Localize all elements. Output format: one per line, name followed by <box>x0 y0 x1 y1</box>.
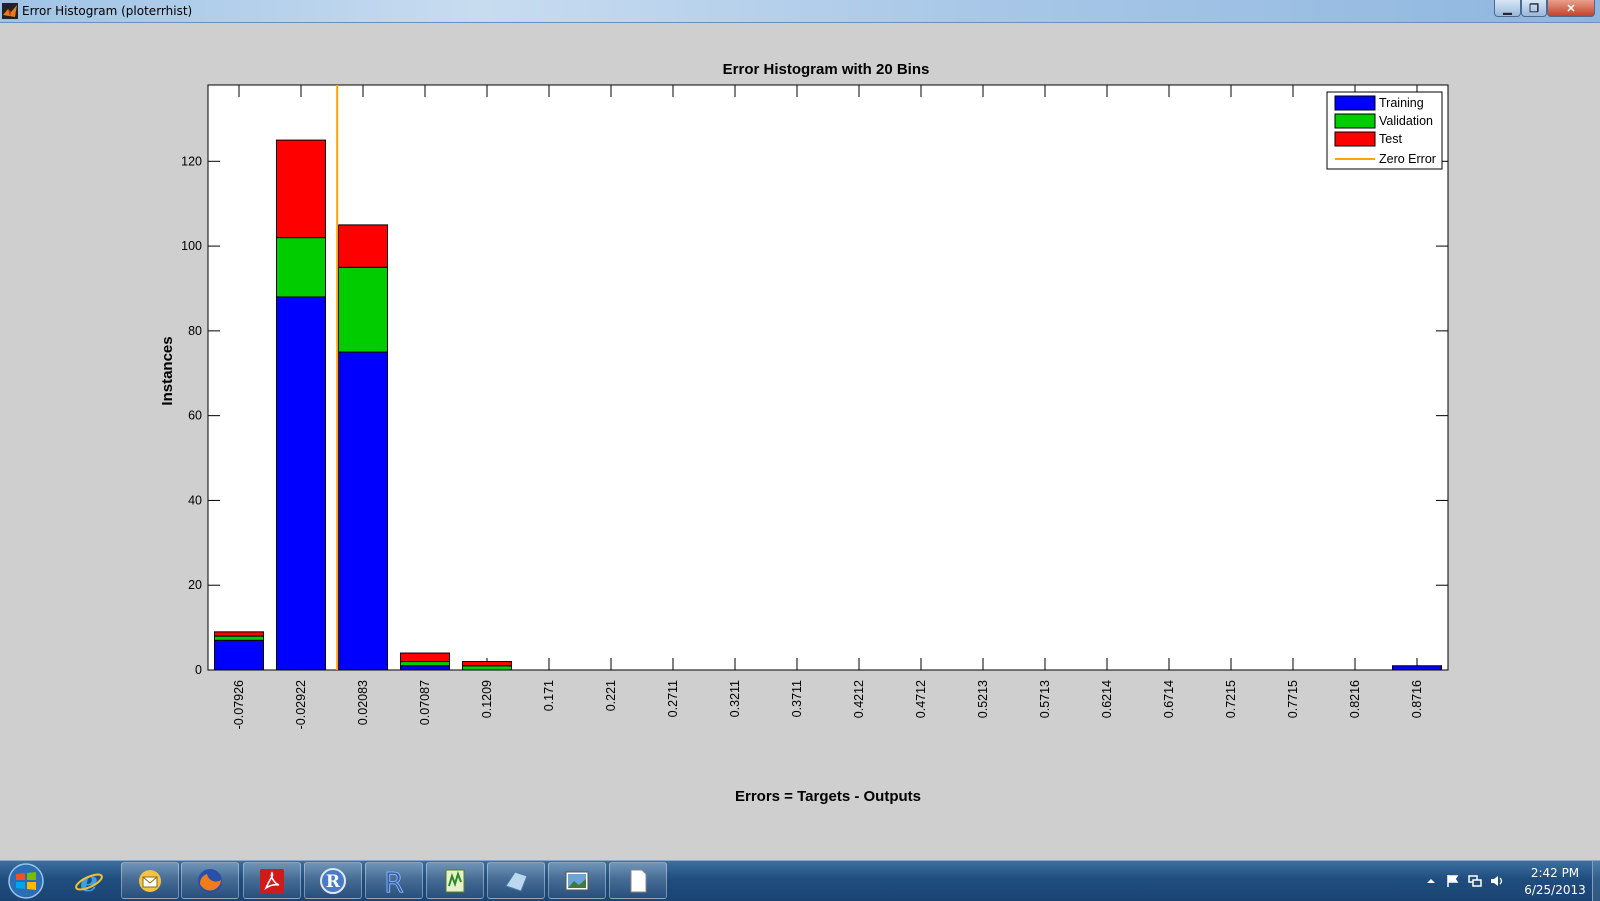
svg-text:e: e <box>80 866 98 896</box>
taskbar-photo-viewer[interactable] <box>548 862 606 899</box>
x-tick-label: 0.4712 <box>914 680 928 718</box>
bar-validation-2 <box>338 266 388 353</box>
x-axis-label: Errors = Targets - Outputs <box>735 788 921 805</box>
matlab-window-icon <box>505 870 528 892</box>
taskbar-notepad-plus[interactable] <box>426 862 484 899</box>
legend-label-validation: Validation <box>1379 114 1433 128</box>
legend-swatch-validation <box>1334 113 1376 129</box>
window-title: Error Histogram (ploterrhist) <box>22 4 193 18</box>
figure-window: Error Histogram with 20 Bins 0 20 40 60 80 10… <box>0 23 1600 860</box>
bar-training-3 <box>400 665 450 671</box>
taskbar-rstudio[interactable]: R <box>365 862 423 899</box>
system-tray <box>1408 861 1600 901</box>
x-tick-label: -0.02922 <box>294 680 308 729</box>
x-tick-label: -0.07926 <box>232 680 246 729</box>
bar-test-2 <box>338 224 388 268</box>
notepad-plus-icon <box>445 869 465 892</box>
show-hidden-icons-icon[interactable] <box>1424 874 1438 888</box>
legend: Training Validation Test Zero Error <box>1326 91 1443 170</box>
y-tick-label: 120 <box>181 154 202 168</box>
taskbar-firefox[interactable] <box>181 862 239 899</box>
taskbar-matlab[interactable] <box>487 862 545 899</box>
maximize-button[interactable]: ❐ <box>1521 0 1547 17</box>
internet-explorer-icon: e <box>75 866 103 896</box>
x-tick-label: 0.2711 <box>666 680 680 717</box>
taskbar-outlook[interactable] <box>121 862 179 899</box>
taskbar-r-gui[interactable]: R <box>304 862 362 899</box>
bar-training-1 <box>276 296 326 671</box>
bar-test-4 <box>462 661 512 667</box>
y-tick-label: 60 <box>188 409 202 423</box>
legend-label-training: Training <box>1379 96 1424 110</box>
rstudio-icon: R <box>384 866 404 896</box>
legend-label-test: Test <box>1379 132 1402 146</box>
error-histogram-chart: Error Histogram with 20 Bins 0 20 40 60 80 10… <box>159 61 1449 805</box>
x-tick-label: 0.6214 <box>1100 680 1114 718</box>
chart-title: Error Histogram with 20 Bins <box>723 61 930 78</box>
taskbar: e R R 2:42 PM 6/25/2013 <box>0 860 1600 901</box>
outlook-icon <box>139 869 161 892</box>
svg-text:R: R <box>326 872 341 892</box>
matlab-icon <box>2 3 18 19</box>
x-tick-label: 0.3211 <box>728 680 742 717</box>
legend-swatch-training <box>1334 95 1376 111</box>
bar-training-2 <box>338 351 388 671</box>
clock-time[interactable]: 2:42 PM <box>1530 866 1580 880</box>
x-tick-label: 0.7715 <box>1286 680 1300 718</box>
bars <box>214 139 1442 671</box>
minimize-button[interactable]: ▁ <box>1494 0 1521 17</box>
y-axis-label: Instances <box>159 336 176 405</box>
bar-test-0 <box>214 631 264 637</box>
axis-ticks <box>208 85 1448 671</box>
network-icon[interactable] <box>1468 874 1482 888</box>
y-tick-label: 100 <box>181 239 202 253</box>
bar-training-19 <box>1392 665 1442 671</box>
bar-training-0 <box>214 639 264 671</box>
x-tick-label: 0.5213 <box>976 680 990 718</box>
x-tick-label: 0.1209 <box>480 680 494 718</box>
x-tick-label: 0.02083 <box>356 680 370 725</box>
bar-validation-1 <box>276 237 326 298</box>
bar-validation-0 <box>214 635 264 641</box>
taskbar-adobe-reader[interactable] <box>243 862 301 899</box>
x-tick-label: 0.8716 <box>1410 680 1424 718</box>
svg-text:R: R <box>384 866 403 896</box>
x-tick-label: 0.7215 <box>1224 680 1238 718</box>
legend-swatch-test <box>1334 131 1376 147</box>
title-bar: Error Histogram (ploterrhist) ▁ ❐ ✕ <box>0 0 1600 23</box>
x-tick-labels: -0.07926 -0.02922 0.02083 0.07087 0.1209 0.17… <box>232 680 1424 729</box>
plot-area <box>207 84 1449 671</box>
firefox-icon <box>198 868 222 893</box>
y-tick-label: 40 <box>188 493 202 507</box>
legend-label-zero-error: Zero Error <box>1379 152 1436 166</box>
taskbar-blank-document[interactable] <box>609 862 667 899</box>
y-tick-label: 0 <box>195 663 202 677</box>
bar-test-1 <box>276 139 326 239</box>
y-tick-label: 20 <box>188 578 202 592</box>
close-button[interactable]: ✕ <box>1547 0 1595 17</box>
r-gui-icon: R <box>320 867 346 894</box>
x-tick-label: 0.6714 <box>1162 680 1176 718</box>
x-tick-label: 0.07087 <box>418 680 432 725</box>
show-desktop-button[interactable] <box>1592 861 1600 901</box>
bar-test-3 <box>400 652 450 663</box>
start-button[interactable] <box>2 862 50 900</box>
y-tick-label: 80 <box>188 324 202 338</box>
document-icon <box>630 869 647 892</box>
x-tick-label: 0.8216 <box>1348 680 1362 718</box>
bar-validation-4 <box>462 665 512 671</box>
x-tick-label: 0.171 <box>542 680 556 711</box>
x-tick-label: 0.4212 <box>852 680 866 718</box>
clock-date[interactable]: 6/25/2013 <box>1524 883 1586 897</box>
taskbar-internet-explorer[interactable]: e <box>60 862 118 899</box>
action-center-flag-icon[interactable] <box>1446 874 1460 888</box>
adobe-reader-icon <box>260 868 284 893</box>
x-tick-label: 0.3711 <box>790 680 804 717</box>
volume-icon[interactable] <box>1490 874 1504 888</box>
photo-viewer-icon <box>565 871 589 890</box>
x-tick-label: 0.5713 <box>1038 680 1052 718</box>
x-tick-label: 0.221 <box>604 680 618 711</box>
bar-validation-3 <box>400 661 450 667</box>
y-tick-labels: 0 20 40 60 80 100 120 <box>181 154 202 677</box>
